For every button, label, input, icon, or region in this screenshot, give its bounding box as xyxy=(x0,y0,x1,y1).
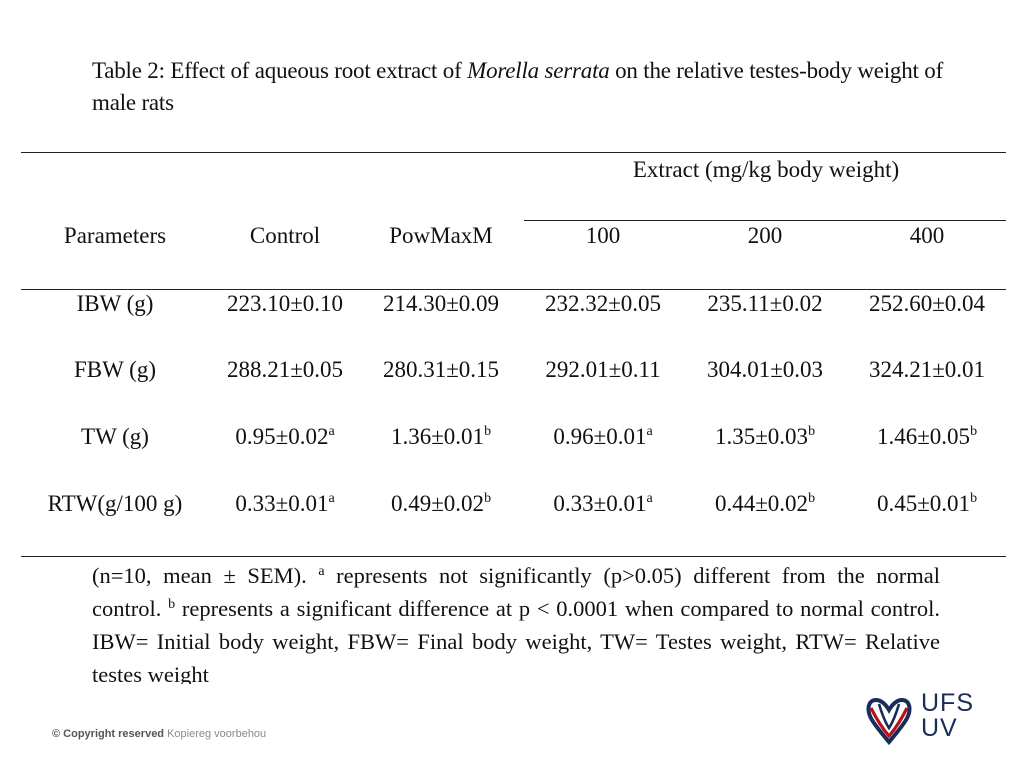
table-cell: 0.33±0.01a xyxy=(235,491,335,516)
extract-group-header: Extract (mg/kg body weight) xyxy=(632,157,900,182)
table-footnote: (n=10, mean ± SEM). a represents not sig… xyxy=(92,563,940,687)
table-cell: 0.45±0.01b xyxy=(876,491,978,516)
header-dose-100: 100 xyxy=(585,223,621,248)
copyright-afrikaans: Kopiereg voorbehou xyxy=(167,728,267,740)
table-cell: 1.46±0.05b xyxy=(876,424,978,449)
table-bottom-rule xyxy=(21,556,1006,557)
table-cell: 0.44±0.02b xyxy=(714,491,816,516)
table-cell: 252.60±0.04 xyxy=(868,291,986,316)
table-caption: Table 2: Effect of aqueous root extract … xyxy=(92,55,952,119)
copyright-english: © Copyright reserved xyxy=(52,728,165,740)
row-label-rtw: RTW(g/100 g) xyxy=(47,491,183,516)
table-cell: 0.95±0.02a xyxy=(235,424,335,449)
table-cell: 232.32±0.05 xyxy=(544,291,662,316)
table-cell: 1.35±0.03b xyxy=(714,424,816,449)
table-cell: 292.01±0.11 xyxy=(545,357,661,382)
caption-species: Morella serrata xyxy=(467,58,610,83)
logo-line-uv: UV xyxy=(921,714,958,742)
ufs-logo-text: UFS UV xyxy=(921,691,974,741)
row-label-tw: TW (g) xyxy=(81,424,149,449)
table-cell: 235.11±0.02 xyxy=(707,291,823,316)
table-cell: 223.10±0.10 xyxy=(226,291,344,316)
row-label-ibw: IBW (g) xyxy=(76,291,154,316)
table-cell: 288.21±0.05 xyxy=(226,357,344,382)
logo-line-ufs: UFS xyxy=(921,689,974,717)
caption-suffix: on the relative testes-body weight of ma… xyxy=(92,58,944,115)
table-cell: 0.96±0.01a xyxy=(553,424,653,449)
extract-group-rule xyxy=(524,220,1006,221)
table-cell: 214.30±0.09 xyxy=(382,291,500,316)
table-cell: 1.36±0.01b xyxy=(390,424,492,449)
ufs-logo-mark-icon xyxy=(866,697,912,746)
table-cell: 280.31±0.15 xyxy=(382,357,500,382)
header-control: Control xyxy=(249,223,321,248)
table-top-rule xyxy=(21,152,1006,153)
row-label-fbw: FBW (g) xyxy=(74,357,156,382)
table-cell: 304.01±0.03 xyxy=(706,357,824,382)
header-dose-400: 400 xyxy=(909,223,945,248)
caption-prefix: Table 2: Effect of aqueous root extract … xyxy=(92,58,468,83)
table-cell: 0.33±0.01a xyxy=(553,491,653,516)
header-dose-200: 200 xyxy=(747,223,783,248)
table-cell: 324.21±0.01 xyxy=(868,357,986,382)
slide-footer xyxy=(0,684,1024,768)
copyright-notice: © Copyright reserved Kopiereg voorbehou xyxy=(52,728,266,740)
table-cell: 0.49±0.02b xyxy=(390,491,492,516)
header-bottom-rule xyxy=(21,289,1006,290)
header-powmaxm: PowMaxM xyxy=(389,223,493,248)
header-parameters: Parameters xyxy=(63,223,167,248)
